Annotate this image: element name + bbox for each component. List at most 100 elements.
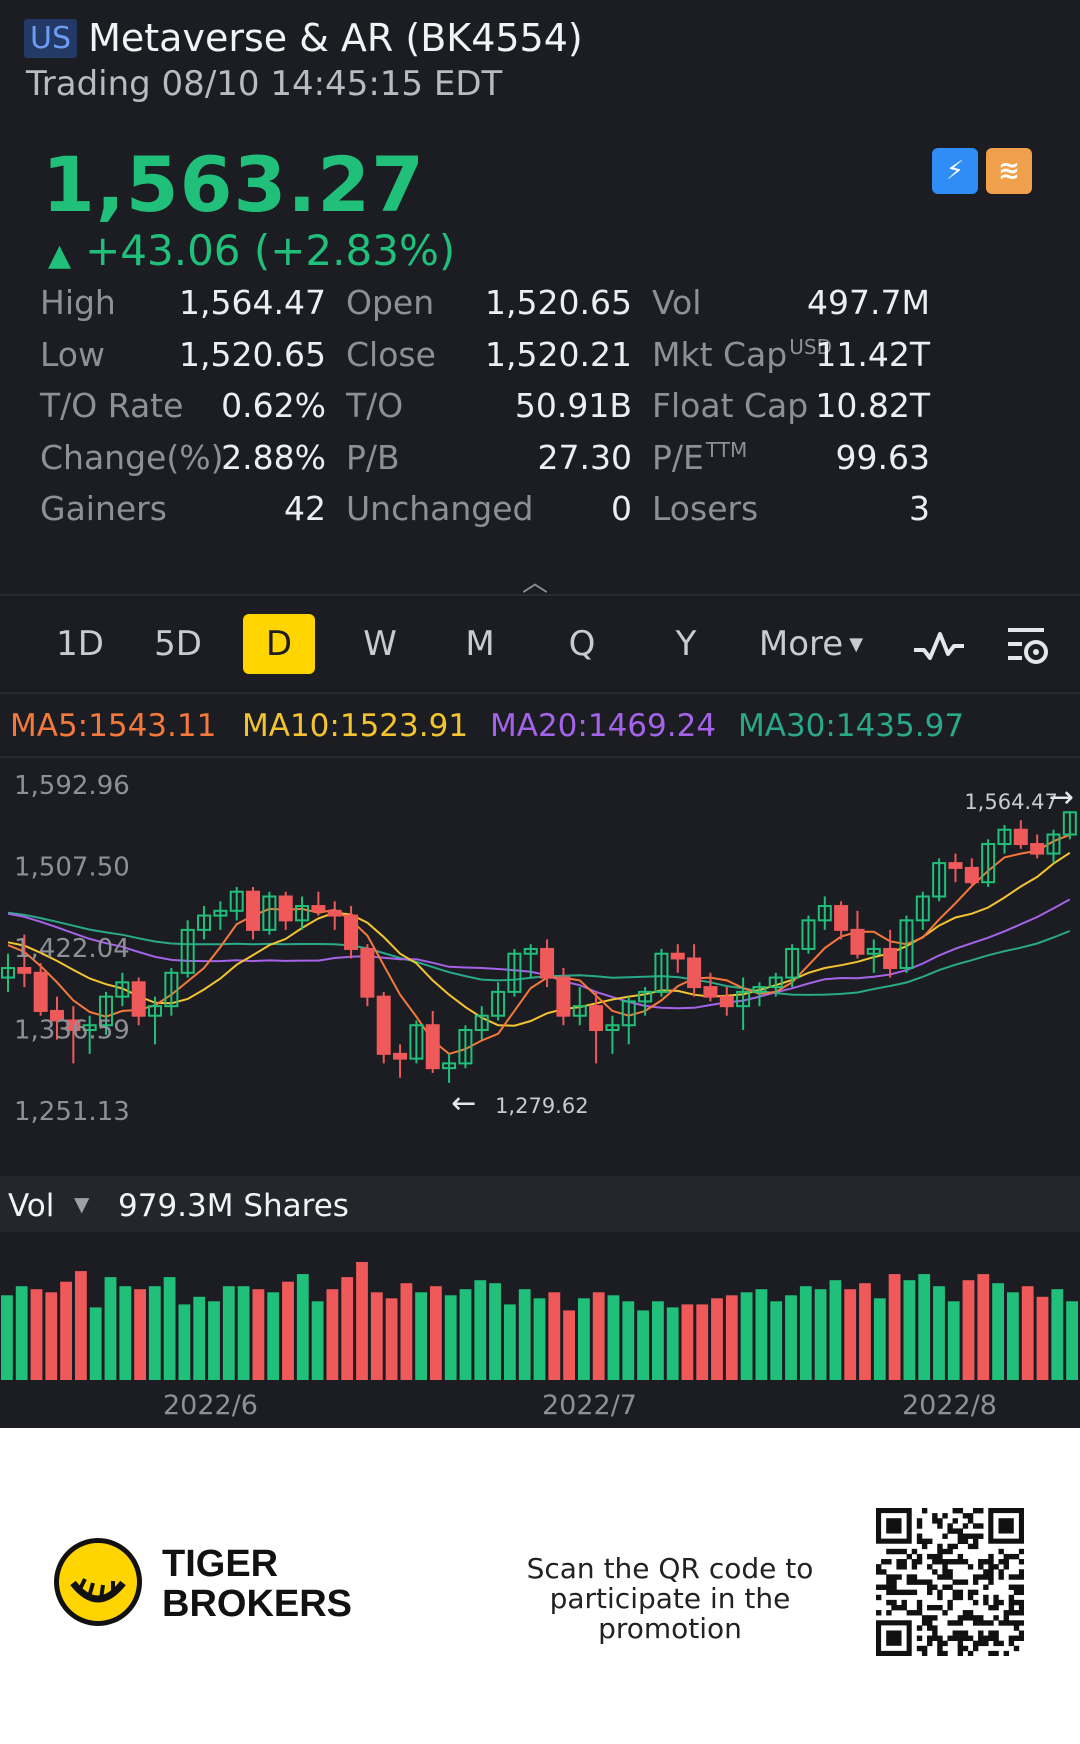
divider [0, 692, 1080, 694]
ma10-line [7, 851, 1071, 1027]
candle-body [1046, 833, 1061, 855]
qr-module [957, 1538, 964, 1545]
qr-module [967, 1610, 974, 1616]
tab-q[interactable]: Q [568, 624, 596, 664]
qr-module [972, 1589, 979, 1596]
candle-body [556, 976, 571, 1017]
tab-m[interactable]: M [465, 624, 495, 664]
dropdown-caret-icon[interactable]: ▼ [74, 1192, 90, 1216]
candle-body [278, 895, 293, 922]
lightning-order-icon[interactable]: ⚡ [932, 148, 978, 194]
collapse-chevron-icon[interactable]: ︿ [522, 568, 549, 598]
volume-bar [15, 1286, 28, 1380]
stat-label: Gainers [40, 489, 167, 528]
indicator-icon[interactable] [912, 626, 966, 666]
tab-w[interactable]: W [363, 624, 397, 664]
qr-module [906, 1579, 913, 1585]
y-axis-tick: 1,592.96 [14, 771, 130, 801]
qr-module [891, 1604, 897, 1611]
volume-bar [725, 1295, 738, 1380]
qr-module [952, 1543, 958, 1550]
qr-module [978, 1508, 984, 1514]
qr-module [942, 1650, 948, 1657]
qr-module [1013, 1599, 1020, 1606]
volume-bar [252, 1289, 265, 1380]
right-arrow-icon: → [1049, 780, 1074, 815]
qr-module [983, 1559, 989, 1565]
candle-body [458, 1029, 473, 1065]
qr-module [921, 1579, 928, 1585]
volume-bar [222, 1286, 235, 1380]
qr-module [967, 1513, 974, 1519]
qr-module [1008, 1599, 1015, 1606]
qr-module [1018, 1610, 1025, 1616]
qr-module [927, 1640, 933, 1647]
volume-label: Vol [8, 1188, 55, 1224]
tab-y[interactable]: Y [675, 624, 697, 664]
volume-bar [548, 1292, 561, 1380]
candle-body [932, 862, 947, 898]
candlestick-chart[interactable]: 1,592.96 1,507.50 1,422.04 1,336.59 1,251.13… [0, 758, 1080, 1176]
stat-label: P/E TTM [652, 437, 748, 477]
candle-body [344, 914, 359, 950]
qr-module [962, 1523, 969, 1529]
qr-module [886, 1589, 892, 1596]
stat-value: 2.88% [221, 437, 326, 477]
qr-module [988, 1574, 994, 1580]
qr-module [998, 1559, 1004, 1565]
y-axis-tick: 1,336.59 [14, 1015, 130, 1045]
date-tick: 2022/6 [163, 1390, 258, 1421]
qr-module [1008, 1604, 1015, 1611]
stack-icon[interactable]: ≋ [986, 148, 1032, 194]
volume-bar [592, 1292, 605, 1380]
volume-bar [977, 1274, 990, 1380]
qr-module [937, 1553, 943, 1560]
qr-module [932, 1604, 938, 1611]
candle-body [425, 1024, 440, 1070]
qr-module [993, 1630, 999, 1636]
qr-module [937, 1523, 943, 1529]
candle-body [1, 967, 15, 979]
qr-module [998, 1620, 1004, 1626]
qr-module [916, 1579, 923, 1585]
qr-module [896, 1589, 902, 1596]
tab-d[interactable]: D [243, 614, 315, 674]
chart-settings-icon[interactable] [1004, 622, 1052, 670]
date-tick: 2022/7 [542, 1390, 637, 1421]
qr-module [947, 1604, 953, 1611]
candle-body [507, 952, 522, 993]
qr-module [927, 1584, 933, 1590]
qr-module [937, 1645, 943, 1652]
qr-module [983, 1599, 989, 1606]
volume-bar [60, 1281, 72, 1380]
qr-module [937, 1589, 943, 1596]
volume-indicator-bar[interactable]: Vol ▼ 979.3M Shares [0, 1176, 1080, 1232]
last-price: 1,563.27 [42, 140, 426, 229]
qr-module [978, 1574, 984, 1580]
qr-module [978, 1615, 984, 1621]
qr-module [988, 1630, 994, 1636]
qr-module [916, 1604, 923, 1611]
tab-1d[interactable]: 1D [56, 624, 104, 664]
qr-module [967, 1635, 974, 1641]
volume-bar [755, 1289, 768, 1380]
qr-module [947, 1620, 953, 1626]
qr-module [988, 1620, 994, 1626]
qr-module [952, 1508, 958, 1514]
dropdown-caret-icon: ▼ [849, 633, 864, 655]
qr-module [901, 1564, 907, 1570]
qr-module [927, 1620, 933, 1626]
moving-average-legend: MA5:1543.11 MA10:1523.91 MA20:1469.24 MA… [0, 694, 1080, 756]
qr-module [957, 1650, 964, 1657]
qr-code[interactable] [876, 1508, 1025, 1657]
tab-more[interactable]: More ▼ [758, 624, 864, 664]
qr-module [1013, 1589, 1020, 1596]
qr-module [957, 1589, 964, 1596]
stat-value: 10.82T [815, 386, 930, 425]
stat-value: 27.30 [537, 437, 632, 477]
tab-5d[interactable]: 5D [154, 624, 202, 664]
qr-module [957, 1640, 964, 1647]
qr-module [993, 1604, 999, 1611]
qr-module [1018, 1604, 1025, 1611]
qr-module [957, 1579, 964, 1585]
